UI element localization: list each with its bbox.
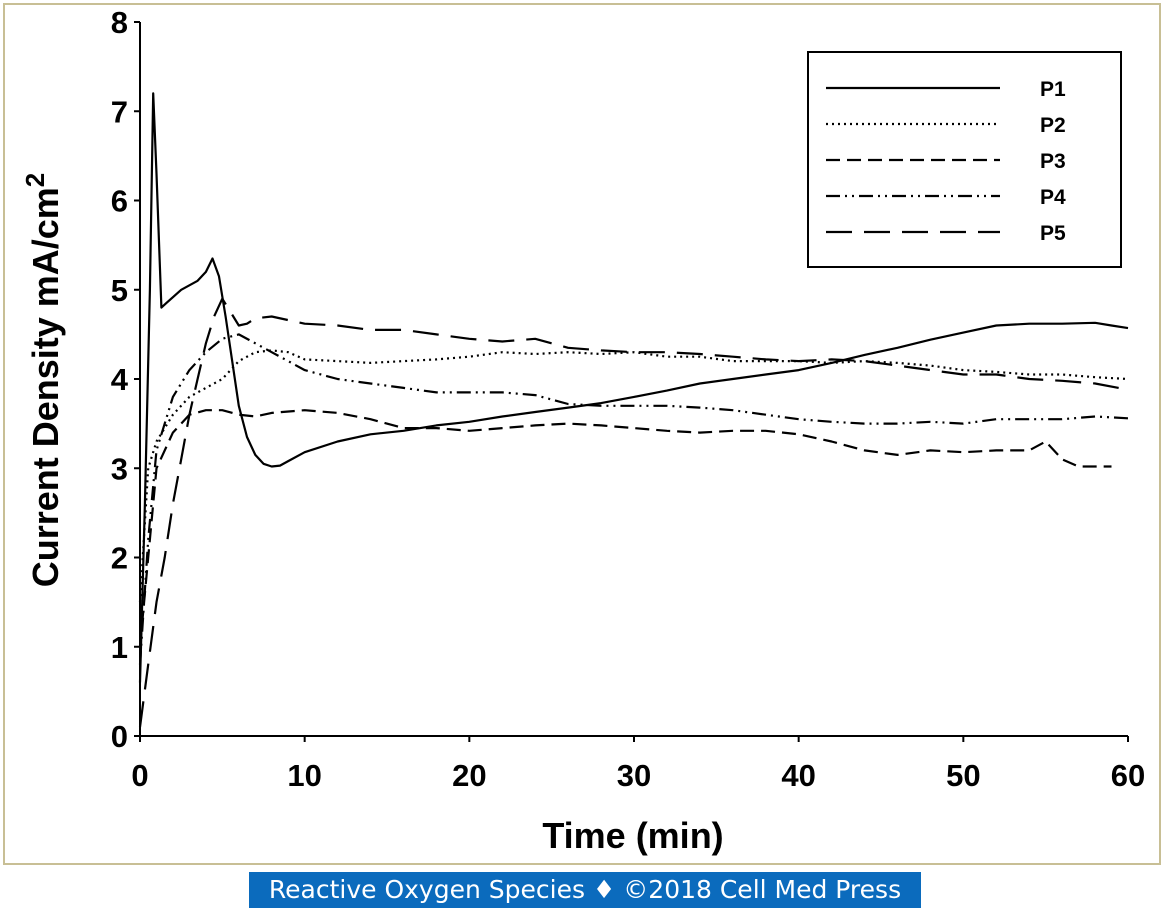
chart-svg: 0 1 2 3 4 5 6 7 8 0 10 20 30 40 50 60 P1 P2 P3 P4 P5 Time (… xyxy=(20,5,1145,856)
y-tick-label: 1 xyxy=(111,630,128,665)
legend-label-p2: P2 xyxy=(1040,114,1066,137)
x-tick-label: 60 xyxy=(1111,758,1145,793)
x-tick-label: 20 xyxy=(452,758,486,793)
y-axis-title-main: Current Density mA/cm xyxy=(25,187,66,587)
x-tick-label: 50 xyxy=(946,758,980,793)
y-axis-title-superscript: 2 xyxy=(20,173,50,187)
series-line-p5 xyxy=(138,297,1129,728)
y-tick-label: 4 xyxy=(111,362,129,397)
y-tick-label: 0 xyxy=(111,719,128,754)
chart-legend: P1 P2 P3 P4 P5 xyxy=(807,51,1122,268)
footer-copyright: Reactive Oxygen Species ♦ ©2018 Cell Med… xyxy=(249,872,921,908)
legend-label-p5: P5 xyxy=(1040,222,1066,245)
y-tick-label: 8 xyxy=(111,5,128,40)
y-tick-label: 3 xyxy=(111,451,128,486)
series-line-p1 xyxy=(138,92,1129,683)
x-axis-title: Time (min) xyxy=(542,815,723,856)
series-line-p3 xyxy=(138,409,1112,647)
x-tick-label: 0 xyxy=(131,758,148,793)
chart-series-layer xyxy=(138,92,1129,728)
series-line-p4 xyxy=(138,333,1129,665)
y-tick-label: 6 xyxy=(111,184,128,219)
legend-label-p4: P4 xyxy=(1040,186,1066,209)
y-tick-label: 2 xyxy=(111,541,128,576)
legend-label-p1: P1 xyxy=(1040,78,1066,101)
y-axis-title: Current Density mA/cm2 xyxy=(20,173,66,588)
series-line-p2 xyxy=(138,349,1129,603)
x-tick-label: 30 xyxy=(617,758,651,793)
y-tick-label: 5 xyxy=(111,273,128,308)
x-tick-label: 10 xyxy=(287,758,321,793)
chart-axes: 0 1 2 3 4 5 6 7 8 0 10 20 30 40 50 60 xyxy=(111,5,1145,793)
legend-label-p3: P3 xyxy=(1040,150,1066,173)
x-tick-label: 40 xyxy=(781,758,815,793)
y-tick-label: 7 xyxy=(111,94,128,129)
